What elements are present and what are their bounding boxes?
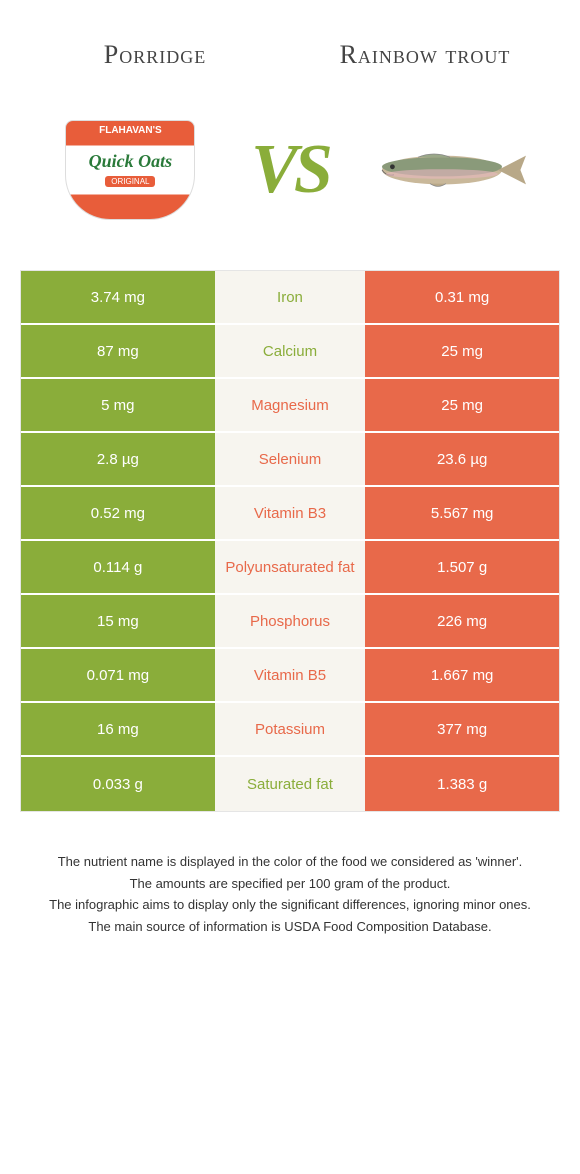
images-row: ORIGINAL VS — [0, 90, 580, 270]
table-row: 0.071 mgVitamin B51.667 mg — [21, 649, 559, 703]
nutrient-label: Selenium — [215, 433, 366, 485]
nutrient-label: Vitamin B3 — [215, 487, 366, 539]
left-food-image: ORIGINAL — [50, 110, 210, 230]
left-value: 0.114 g — [21, 541, 215, 593]
left-food-title: Porridge — [34, 40, 277, 70]
vs-label: VS — [251, 130, 329, 210]
footer-line: The nutrient name is displayed in the co… — [30, 852, 550, 872]
right-value: 5.567 mg — [365, 487, 559, 539]
nutrient-label: Phosphorus — [215, 595, 366, 647]
left-value: 87 mg — [21, 325, 215, 377]
left-value: 0.52 mg — [21, 487, 215, 539]
nutrient-label: Magnesium — [215, 379, 366, 431]
right-value: 25 mg — [365, 379, 559, 431]
table-row: 0.033 gSaturated fat1.383 g — [21, 757, 559, 811]
nutrient-label: Polyunsaturated fat — [215, 541, 366, 593]
left-value: 5 mg — [21, 379, 215, 431]
right-value: 226 mg — [365, 595, 559, 647]
right-food-image — [370, 110, 530, 230]
right-value: 0.31 mg — [365, 271, 559, 323]
nutrient-label: Saturated fat — [215, 757, 366, 811]
nutrient-table: 3.74 mgIron0.31 mg87 mgCalcium25 mg5 mgM… — [20, 270, 560, 812]
nutrient-label: Potassium — [215, 703, 366, 755]
right-value: 25 mg — [365, 325, 559, 377]
oats-cup-icon: ORIGINAL — [65, 120, 195, 220]
footer-notes: The nutrient name is displayed in the co… — [30, 852, 550, 936]
left-value: 15 mg — [21, 595, 215, 647]
table-row: 16 mgPotassium377 mg — [21, 703, 559, 757]
left-value: 0.071 mg — [21, 649, 215, 701]
left-value: 16 mg — [21, 703, 215, 755]
table-row: 2.8 µgSelenium23.6 µg — [21, 433, 559, 487]
table-row: 0.52 mgVitamin B35.567 mg — [21, 487, 559, 541]
right-value: 1.667 mg — [365, 649, 559, 701]
nutrient-label: Iron — [215, 271, 366, 323]
right-value: 377 mg — [365, 703, 559, 755]
table-row: 0.114 gPolyunsaturated fat1.507 g — [21, 541, 559, 595]
table-row: 87 mgCalcium25 mg — [21, 325, 559, 379]
right-food-title: Rainbow trout — [304, 40, 547, 70]
left-value: 0.033 g — [21, 757, 215, 811]
right-value: 1.383 g — [365, 757, 559, 811]
nutrient-label: Calcium — [215, 325, 366, 377]
table-row: 15 mgPhosphorus226 mg — [21, 595, 559, 649]
header: Porridge Rainbow trout — [0, 0, 580, 90]
footer-line: The amounts are specified per 100 gram o… — [30, 874, 550, 894]
right-value: 23.6 µg — [365, 433, 559, 485]
table-row: 5 mgMagnesium25 mg — [21, 379, 559, 433]
left-value: 3.74 mg — [21, 271, 215, 323]
trout-icon — [370, 145, 530, 195]
right-value: 1.507 g — [365, 541, 559, 593]
left-value: 2.8 µg — [21, 433, 215, 485]
nutrient-label: Vitamin B5 — [215, 649, 366, 701]
footer-line: The main source of information is USDA F… — [30, 917, 550, 937]
table-row: 3.74 mgIron0.31 mg — [21, 271, 559, 325]
footer-line: The infographic aims to display only the… — [30, 895, 550, 915]
